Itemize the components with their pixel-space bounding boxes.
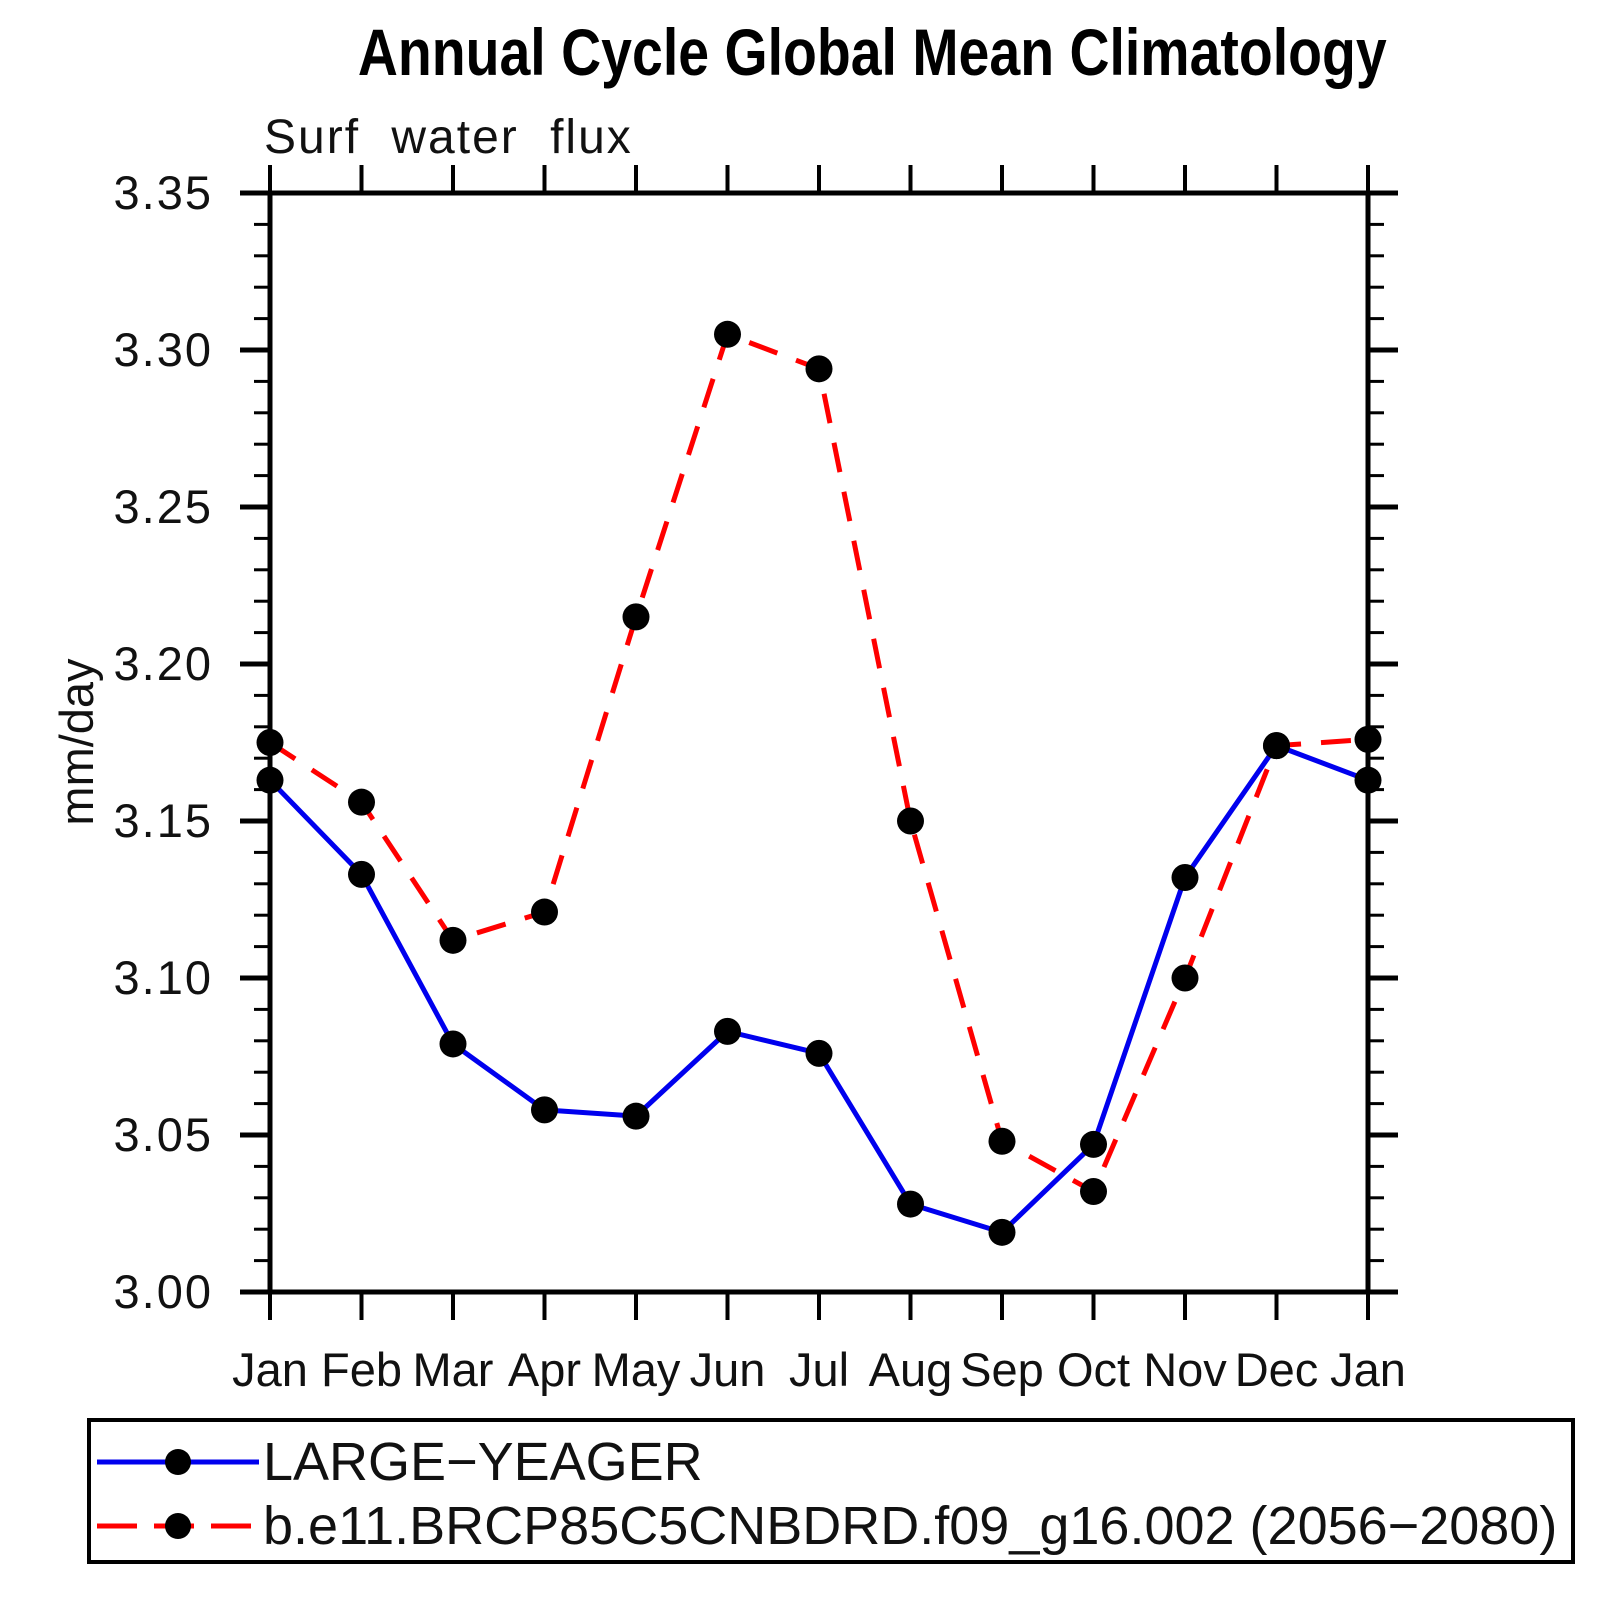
legend-line-sample bbox=[97, 1513, 259, 1539]
data-point-marker bbox=[1263, 732, 1290, 760]
legend-line-sample bbox=[97, 1449, 259, 1475]
data-point-marker bbox=[1354, 766, 1382, 794]
data-point-marker bbox=[256, 729, 284, 756]
series-line-0 bbox=[268, 743, 1369, 1235]
x-tick-label: Oct bbox=[1056, 1343, 1131, 1396]
y-tick-label: 3.35 bbox=[113, 166, 213, 219]
data-point-marker bbox=[1080, 1178, 1107, 1206]
x-tick-label: Jan bbox=[232, 1343, 308, 1396]
chart-title: Annual Cycle Global Mean Climatology bbox=[357, 15, 1387, 89]
y-tick-label: 3.30 bbox=[113, 323, 213, 376]
data-point-marker bbox=[348, 860, 375, 888]
y-tick-label: 3.10 bbox=[113, 951, 213, 1004]
legend-box: LARGE−YEAGER b.e11.BRCP85C5CNBDRD.f09_g1… bbox=[87, 1418, 1575, 1564]
x-tick-label: Apr bbox=[507, 1343, 582, 1396]
data-point-marker bbox=[1354, 725, 1382, 753]
legend-marker-dot bbox=[165, 1449, 191, 1475]
x-tick-label: Jan bbox=[1330, 1343, 1406, 1396]
x-tick-label: May bbox=[591, 1343, 681, 1396]
x-tick-label: Dec bbox=[1234, 1343, 1319, 1396]
data-point-marker bbox=[1171, 864, 1199, 892]
data-point-marker bbox=[1171, 964, 1199, 992]
data-point-marker bbox=[897, 1190, 924, 1218]
data-point-marker bbox=[439, 926, 467, 954]
x-tick-label: Jul bbox=[788, 1343, 850, 1396]
y-tick-label: 3.15 bbox=[113, 794, 213, 847]
data-point-marker bbox=[988, 1218, 1016, 1246]
x-tick-label: Feb bbox=[321, 1343, 402, 1396]
data-point-marker bbox=[988, 1127, 1016, 1155]
y-tick-label: 3.00 bbox=[113, 1265, 213, 1318]
legend-marker-dot bbox=[165, 1513, 191, 1539]
data-point-marker bbox=[256, 766, 284, 794]
data-point-marker bbox=[531, 898, 558, 926]
x-tick-label: Sep bbox=[960, 1343, 1044, 1396]
data-point-marker bbox=[714, 1017, 741, 1045]
y-tick-label: 3.20 bbox=[113, 637, 213, 690]
y-tick-label: 3.25 bbox=[113, 480, 213, 533]
data-point-marker bbox=[805, 355, 833, 383]
data-point-marker bbox=[714, 320, 741, 348]
x-tick-label: Aug bbox=[868, 1343, 953, 1396]
legend-entry: b.e11.BRCP85C5CNBDRD.f09_g16.002 (2056−2… bbox=[93, 1498, 1557, 1554]
data-point-marker bbox=[622, 1102, 650, 1130]
data-point-marker bbox=[805, 1039, 833, 1067]
x-tick-label: Jun bbox=[689, 1343, 766, 1396]
data-point-marker bbox=[531, 1096, 558, 1124]
legend-label: b.e11.BRCP85C5CNBDRD.f09_g16.002 (2056−2… bbox=[263, 1496, 1558, 1556]
x-tick-label: Mar bbox=[412, 1343, 494, 1396]
x-tick-label: Nov bbox=[1143, 1343, 1227, 1396]
legend-label: LARGE−YEAGER bbox=[263, 1432, 703, 1492]
data-point-marker bbox=[439, 1030, 467, 1058]
data-point-marker bbox=[897, 807, 924, 835]
chart-subtitle: Surf water flux bbox=[264, 111, 633, 164]
data-point-marker bbox=[622, 603, 650, 631]
y-tick-label: 3.05 bbox=[113, 1108, 213, 1161]
legend-entry: LARGE−YEAGER bbox=[93, 1434, 703, 1490]
data-point-marker bbox=[1080, 1130, 1107, 1158]
data-point-marker bbox=[348, 788, 375, 816]
